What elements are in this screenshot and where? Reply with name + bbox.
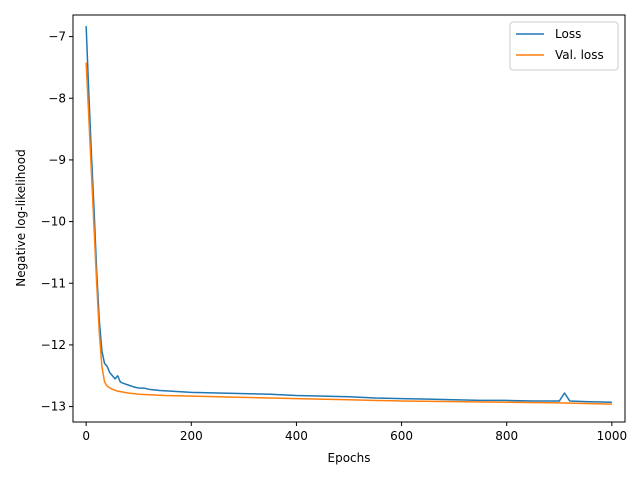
y-tick-label: −13 bbox=[41, 400, 66, 414]
x-tick-label: 0 bbox=[82, 429, 90, 443]
axes-background bbox=[73, 15, 625, 422]
y-tick-label: −9 bbox=[48, 153, 66, 167]
axes-frame bbox=[72, 14, 626, 423]
legend: Loss Val. loss bbox=[509, 21, 619, 71]
y-tick-label: −10 bbox=[41, 215, 66, 229]
legend-val-loss-label: Val. loss bbox=[555, 48, 604, 62]
val-loss-series-line bbox=[85, 62, 612, 405]
y-axis-label: Negative log-likelihood bbox=[14, 149, 28, 286]
y-tick-label: −12 bbox=[41, 338, 66, 352]
y-tick-label: −7 bbox=[48, 30, 66, 44]
x-tick-label: 1000 bbox=[597, 429, 628, 443]
y-axis-ticks: −13 −12 −11 −10 −9 −8 −7 bbox=[41, 30, 73, 414]
y-tick-label: −11 bbox=[41, 276, 66, 290]
plot-area bbox=[72, 14, 626, 423]
legend-loss-label: Loss bbox=[555, 27, 581, 41]
x-axis-ticks: 0 200 400 600 800 1000 bbox=[82, 422, 627, 443]
x-tick-label: 400 bbox=[285, 429, 308, 443]
x-tick-label: 600 bbox=[390, 429, 413, 443]
series-layer bbox=[85, 26, 612, 405]
y-tick-label: −8 bbox=[48, 91, 66, 105]
x-axis-label: Epochs bbox=[328, 451, 371, 465]
x-tick-label: 200 bbox=[180, 429, 203, 443]
x-tick-label: 800 bbox=[495, 429, 518, 443]
loss-series-line bbox=[85, 26, 612, 404]
